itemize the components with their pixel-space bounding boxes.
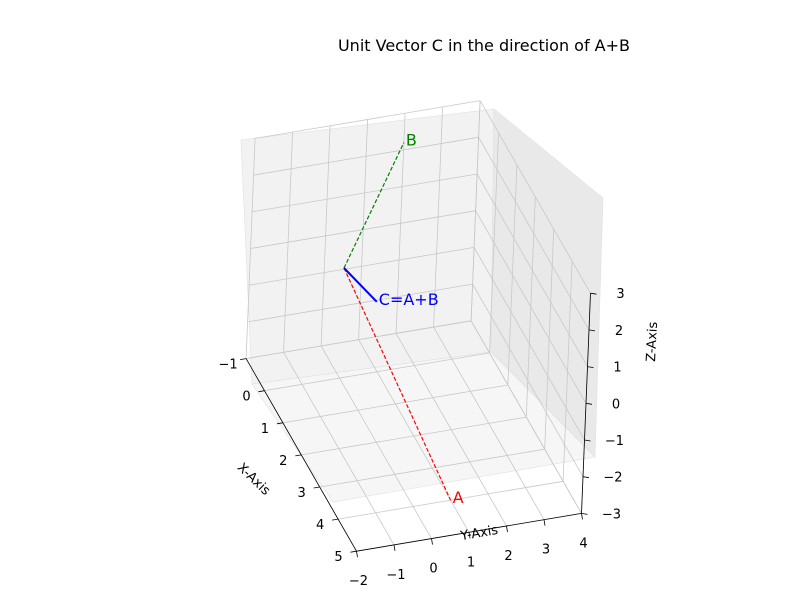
- x-tick-label: 4: [316, 518, 324, 533]
- y-tick: [431, 538, 433, 545]
- grid-line: [479, 100, 591, 294]
- z-tick-label: 1: [613, 361, 621, 376]
- tick-labels: −1 0 1 2 3 4 5 −2 −1 0 1 2 3 4 −3 −2 −1 0 1 2 3: [219, 287, 625, 589]
- z-tick: [584, 439, 591, 442]
- x-tick-label: 0: [242, 390, 250, 405]
- x-tick: [258, 390, 265, 393]
- grid-line: [476, 173, 588, 367]
- y-tick-label: −2: [349, 574, 368, 589]
- y-tick: [468, 532, 471, 539]
- x-axis-label: X-Axis: [234, 460, 273, 498]
- y-tick: [506, 525, 508, 533]
- x-tick: [313, 486, 320, 489]
- z-tick-label: −3: [602, 507, 621, 522]
- z-tick-label: 0: [612, 397, 620, 412]
- vector-labels: A B C=A+B: [379, 131, 464, 508]
- grid-line: [478, 137, 590, 331]
- grid-line: [475, 210, 587, 404]
- vector-a: [343, 267, 452, 501]
- vector-label: B: [406, 131, 417, 150]
- y-tick-label: −1: [386, 568, 405, 583]
- vector-label: A: [453, 488, 464, 507]
- back-wall-pane: [240, 108, 495, 385]
- y-tick-label: 4: [579, 536, 587, 551]
- x-tick-label: 3: [298, 486, 306, 501]
- z-axis-label: Z-Axis: [644, 321, 661, 362]
- y-tick: [393, 544, 396, 551]
- grid-line: [320, 345, 432, 539]
- x-tick: [295, 454, 302, 457]
- y-tick: [581, 513, 583, 520]
- y-tick-label: 3: [542, 543, 550, 558]
- z-tick: [587, 366, 594, 368]
- x-tick: [276, 422, 283, 425]
- vector-b: [343, 142, 405, 269]
- y-tick-label: 2: [504, 549, 512, 564]
- grid-line: [472, 283, 584, 477]
- z-tick: [585, 402, 593, 405]
- grid-line: [473, 247, 585, 441]
- grid-lines: [245, 100, 591, 552]
- grid-line: [255, 100, 481, 139]
- z-tick-label: 3: [616, 287, 624, 302]
- y-tick: [543, 519, 546, 526]
- z-tick: [590, 292, 597, 295]
- grid-line: [246, 320, 472, 359]
- z-tick: [581, 513, 588, 515]
- vector-lines: [343, 142, 452, 501]
- x-tick-label: −1: [219, 358, 238, 373]
- x-tick-label: 1: [261, 422, 269, 437]
- z-tick: [588, 329, 596, 332]
- z-tick-label: −1: [605, 434, 624, 449]
- vector-c-a-b: [343, 267, 378, 303]
- grid-line: [249, 247, 475, 286]
- y-tick-label: 1: [467, 555, 475, 570]
- x-tick-label: 2: [279, 454, 287, 469]
- z-tick-label: −2: [603, 471, 622, 486]
- tick-marks: [240, 292, 597, 558]
- grid-line: [252, 173, 478, 213]
- y-axis-label: Y-Axis: [459, 523, 500, 545]
- chart-title: Unit Vector C in the direction of A+B: [338, 36, 630, 55]
- grid-line: [433, 326, 545, 520]
- grid-line: [253, 136, 479, 176]
- z-tick: [582, 476, 590, 479]
- axis-panes: [240, 108, 604, 503]
- y-tick: [356, 551, 358, 558]
- x-tick-label: 5: [334, 550, 342, 565]
- grid-line: [395, 333, 507, 527]
- grid-line: [283, 352, 395, 546]
- x-tick: [240, 358, 247, 360]
- grid-line: [250, 210, 476, 249]
- z-tick-label: 2: [615, 324, 623, 339]
- y-tick-label: 0: [429, 562, 437, 577]
- x-tick: [350, 550, 357, 553]
- vector-label: C=A+B: [379, 290, 439, 309]
- grid-line: [470, 320, 582, 514]
- x-tick: [332, 518, 339, 521]
